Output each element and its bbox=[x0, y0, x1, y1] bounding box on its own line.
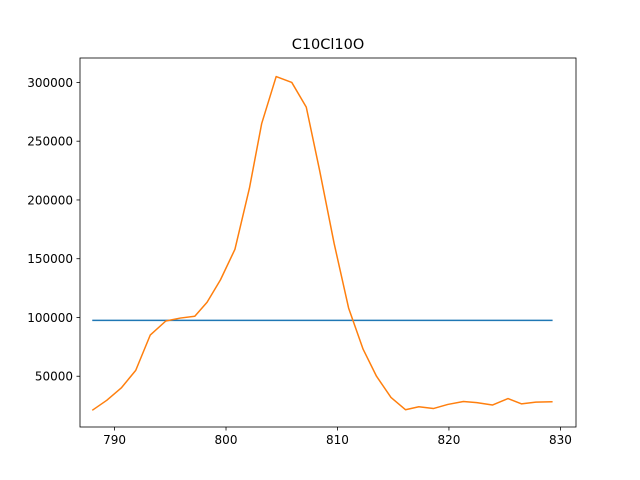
series-line-2 bbox=[91, 75, 553, 411]
y-tick-label: 100000 bbox=[27, 311, 73, 325]
x-tick-label: 800 bbox=[215, 433, 238, 447]
chart-title: C10Cl10O bbox=[292, 37, 365, 53]
y-tick-label: 250000 bbox=[27, 135, 73, 149]
x-tick-label: 820 bbox=[437, 433, 460, 447]
x-tick-label: 790 bbox=[103, 433, 126, 447]
x-tick-label: 830 bbox=[549, 433, 572, 447]
y-tick-label: 300000 bbox=[27, 76, 73, 90]
y-tick-label: 200000 bbox=[27, 193, 73, 207]
axes-frame bbox=[79, 57, 577, 428]
x-tick-label: 810 bbox=[326, 433, 349, 447]
y-tick-label: 50000 bbox=[35, 370, 73, 384]
y-tick-label: 150000 bbox=[27, 252, 73, 266]
